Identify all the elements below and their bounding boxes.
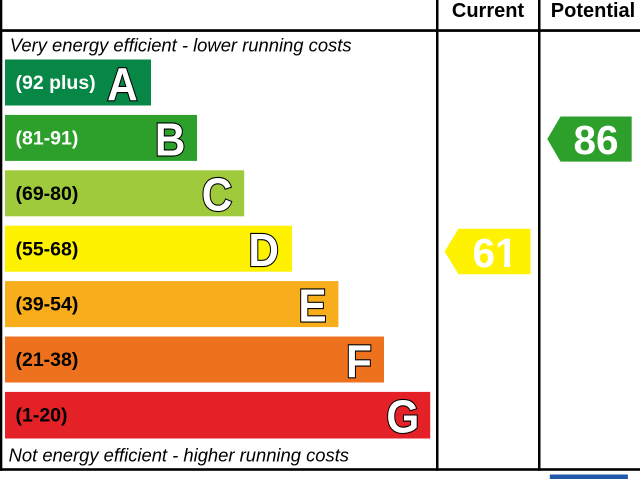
svg-text:(21-38): (21-38) [16, 349, 79, 371]
svg-text:Potential: Potential [551, 0, 635, 22]
svg-text:G: G [386, 392, 419, 443]
svg-text:F: F [346, 336, 372, 387]
svg-text:Not energy efficient - higher: Not energy efficient - higher running co… [9, 444, 349, 465]
svg-text:(92 plus): (92 plus) [16, 72, 96, 94]
svg-text:Very energy efficient - lower: Very energy efficient - lower running co… [10, 34, 352, 55]
svg-text:(1-20): (1-20) [16, 405, 68, 427]
svg-text:A: A [107, 59, 138, 110]
svg-text:(69-80): (69-80) [16, 183, 79, 205]
svg-text:(81-91): (81-91) [16, 128, 79, 150]
svg-text:61: 61 [472, 230, 517, 276]
svg-text:(39-54): (39-54) [16, 294, 79, 316]
svg-text:C: C [202, 170, 233, 221]
svg-text:E: E [298, 281, 326, 332]
svg-text:86: 86 [573, 117, 618, 163]
svg-text:(55-68): (55-68) [16, 238, 79, 260]
svg-text:Current: Current [452, 0, 525, 22]
svg-text:B: B [155, 115, 186, 166]
svg-text:D: D [248, 226, 279, 277]
